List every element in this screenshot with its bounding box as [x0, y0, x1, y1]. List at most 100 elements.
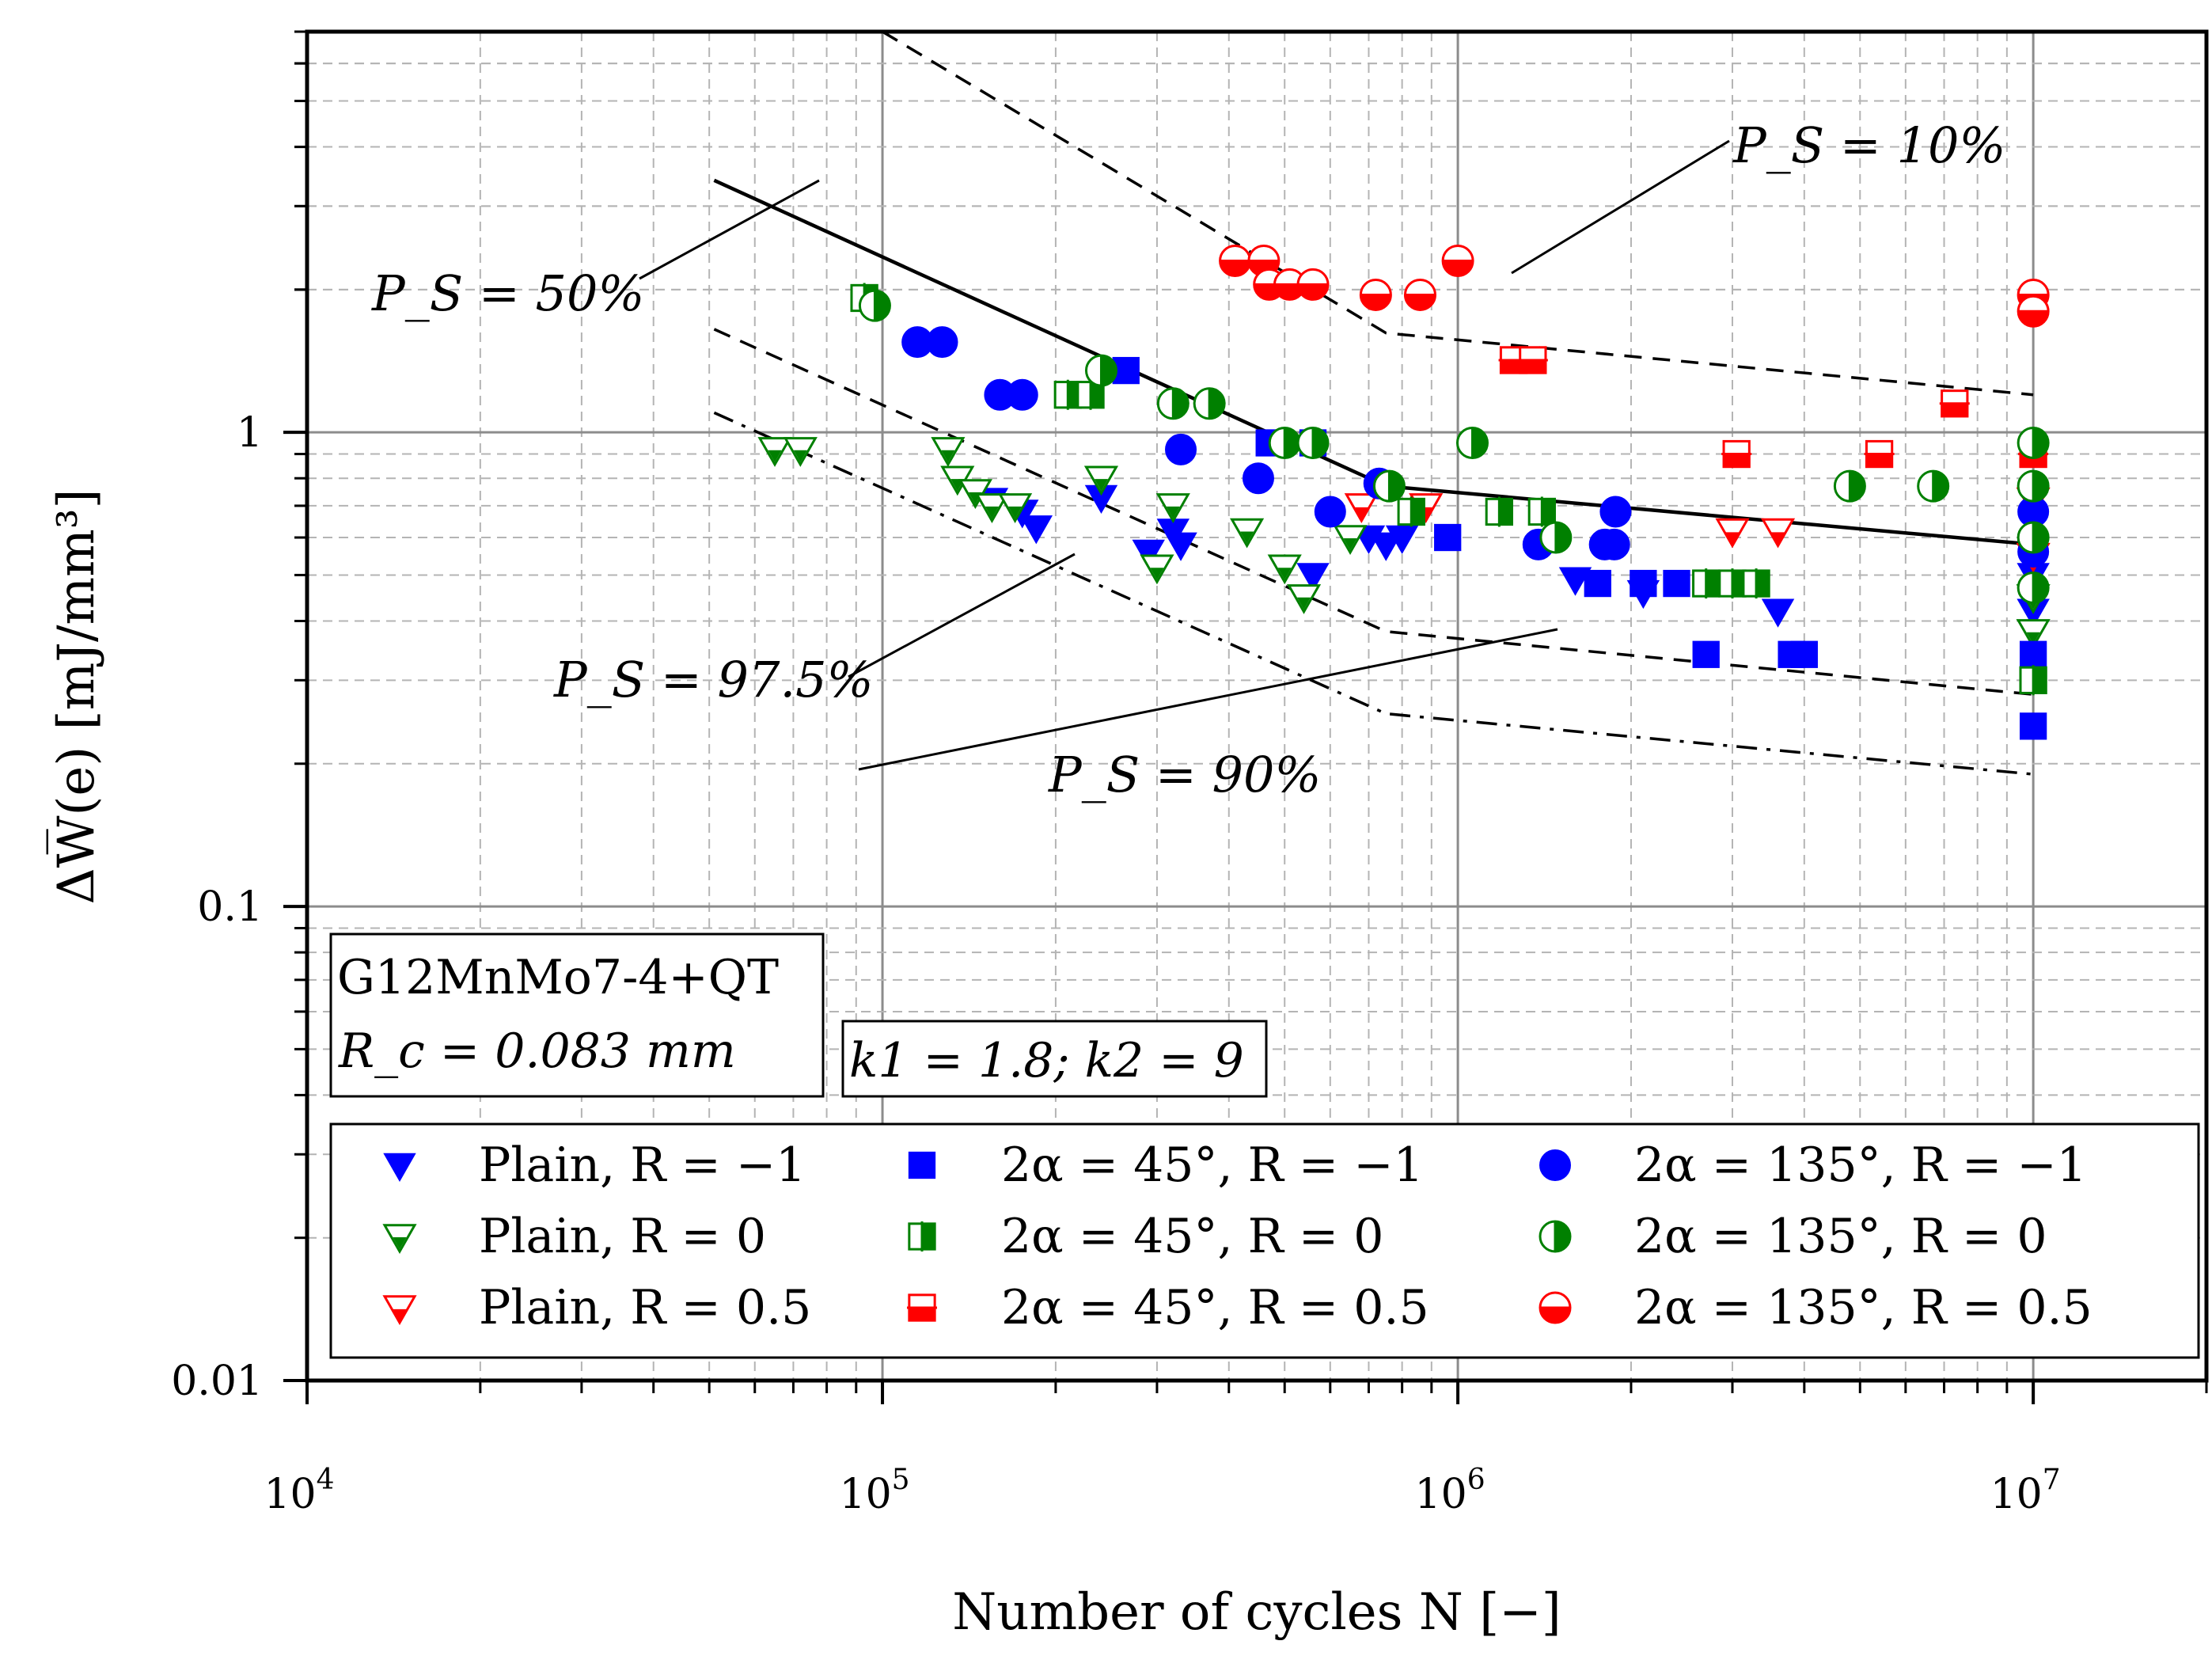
data-point — [1864, 439, 1895, 469]
axis-ticks — [283, 30, 2208, 1404]
x-tick-labels: 104 105 106 107 — [264, 1464, 2060, 1518]
data-point — [998, 493, 1033, 523]
data-point — [2017, 572, 2050, 605]
data-point — [1718, 568, 1747, 599]
data-point — [1485, 496, 1514, 527]
data-point — [1539, 521, 1573, 554]
data-point — [1599, 496, 1632, 528]
legend-marker — [382, 1224, 417, 1255]
data-point — [1403, 278, 1436, 311]
legend-label: Plain, R = −1 — [479, 1138, 806, 1193]
data-point — [1314, 496, 1346, 528]
data-point — [2019, 640, 2047, 668]
legend-marker — [383, 1153, 416, 1183]
data-point — [974, 493, 1010, 523]
legend: Plain, R = −1 Plain, R = 0 Plain, R = 0.5 2… — [329, 1122, 2200, 1359]
legend-label: 2α = 135°, R = 0 — [1634, 1209, 2047, 1264]
data-point — [1156, 387, 1189, 420]
legend-marker — [908, 1221, 936, 1252]
legend-label: 2α = 45°, R = −1 — [1001, 1138, 1424, 1193]
legend-marker — [382, 1295, 417, 1326]
leader-line — [1511, 139, 1730, 275]
data-point — [1286, 584, 1322, 614]
curve-label-ps-97-5: P_S = 97.5% — [553, 651, 874, 708]
data-point — [858, 289, 891, 322]
data-point — [2016, 619, 2051, 649]
legend-label: 2α = 45°, R = 0.5 — [1001, 1280, 1429, 1335]
data-point — [1140, 554, 1174, 585]
legend-label: Plain, R = 0 — [479, 1209, 766, 1264]
x-tick-label: 105 — [840, 1464, 910, 1518]
data-point — [2017, 426, 2050, 459]
data-point — [1939, 389, 1970, 418]
curve-label-ps-90: P_S = 90% — [1048, 746, 1321, 803]
y-tick-labels: 0.01 0.1 1 — [171, 409, 263, 1405]
legend-label: 2α = 135°, R = 0.5 — [1634, 1280, 2092, 1335]
curve-line — [713, 328, 2034, 697]
data-point — [1598, 528, 1630, 560]
legend-marker — [908, 1151, 936, 1179]
data-point — [1333, 525, 1368, 556]
data-point — [1692, 640, 1720, 668]
data-point — [1193, 387, 1226, 420]
slope-values: k1 = 1.8; k2 = 9 — [849, 1033, 1244, 1088]
data-point — [1663, 569, 1690, 598]
data-point — [1053, 379, 1082, 410]
x-tick-label: 106 — [1415, 1464, 1485, 1518]
data-point — [1385, 525, 1419, 555]
curve-label-ps-10: P_S = 10% — [1732, 116, 2005, 174]
data-point — [1441, 245, 1474, 278]
data-point — [1268, 426, 1301, 459]
slope-box — [841, 1020, 1268, 1098]
curve-label-leaders — [639, 139, 1730, 771]
plot-frame — [305, 29, 2209, 1383]
data-point — [1369, 532, 1402, 561]
data-point — [1721, 439, 1752, 469]
legend-label: 2α = 135°, R = −1 — [1634, 1138, 2087, 1193]
data-point — [1084, 354, 1117, 387]
data-point — [1833, 469, 1866, 503]
data-point — [1155, 493, 1190, 523]
data-point — [1455, 426, 1489, 459]
data-point — [1715, 518, 1750, 549]
data-point — [783, 437, 818, 467]
data-point — [1132, 539, 1165, 568]
data-point — [1790, 640, 1818, 668]
data-point — [1760, 518, 1796, 549]
leader-line — [858, 628, 1558, 771]
data-point — [1267, 554, 1302, 585]
legend-label: Plain, R = 0.5 — [479, 1280, 811, 1335]
data-point — [1164, 532, 1197, 561]
data-point — [1692, 568, 1721, 599]
data-point — [1006, 378, 1038, 411]
data-point — [1761, 598, 1795, 628]
data-point — [1359, 278, 1392, 311]
x-tick-label: 107 — [1990, 1464, 2061, 1518]
data-point — [1230, 518, 1265, 549]
legend-marker — [1539, 1220, 1572, 1253]
data-point — [1630, 569, 1657, 598]
data-point — [1558, 567, 1592, 596]
legend-marker — [1539, 1149, 1571, 1181]
data-point — [2019, 665, 2047, 696]
data-point — [1344, 493, 1379, 523]
y-tick-label: 1 — [237, 409, 263, 457]
data-point — [2017, 469, 2050, 503]
data-point — [1917, 469, 1950, 503]
data-point — [1242, 462, 1274, 495]
legend-box — [329, 1122, 2200, 1359]
data-point — [1083, 465, 1119, 496]
data-point — [1372, 469, 1406, 503]
data-point — [2019, 712, 2047, 740]
data-point — [1434, 523, 1462, 552]
leader-line — [639, 179, 820, 280]
curve-label-ps-50: P_S = 50% — [371, 264, 644, 322]
x-axis-title: Number of cycles N [−] — [952, 1583, 1561, 1642]
legend-label: 2α = 45°, R = 0 — [1001, 1209, 1383, 1264]
data-point — [757, 437, 792, 467]
legend-marker — [907, 1293, 937, 1322]
data-point — [1584, 569, 1611, 598]
data-point — [2017, 294, 2050, 328]
data-point — [1397, 496, 1425, 527]
